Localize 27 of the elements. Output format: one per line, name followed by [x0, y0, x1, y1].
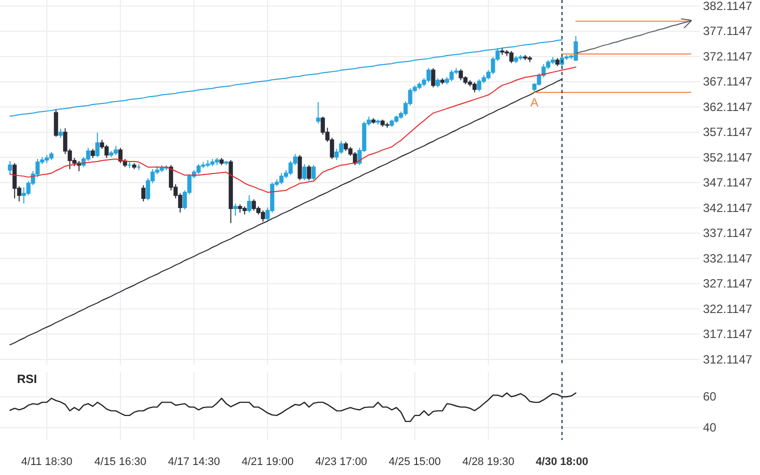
x-tick-label: 4/30 18:00 — [536, 456, 588, 468]
x-tick-label: 4/15 16:30 — [94, 456, 146, 468]
y-tick-label: 372.1147 — [703, 49, 752, 64]
y-tick-label: 352.1147 — [703, 150, 752, 164]
y-tick-label: 327.1147 — [703, 276, 752, 291]
x-tick-label: 4/11 18:30 — [21, 456, 72, 468]
chart-title: RSI — [17, 372, 38, 386]
y-tick-label: 382.1147 — [703, 0, 752, 13]
y-tick-label: 317.1147 — [703, 327, 752, 342]
x-tick-label: 4/25 15:00 — [388, 456, 441, 468]
y-tick-label: 60 — [703, 390, 717, 404]
x-tick-label: 4/21 19:00 — [242, 456, 294, 468]
x-tick-label: 4/23 17:00 — [315, 456, 368, 468]
y-tick-label: 342.1147 — [703, 200, 752, 215]
x-tick-label: 4/28 19:30 — [462, 456, 514, 468]
y-tick-label: 347.1147 — [703, 176, 752, 190]
y-tick-label: 337.1147 — [703, 226, 752, 240]
y-tick-label: 40 — [703, 420, 717, 435]
y-tick-label: 362.1147 — [703, 100, 752, 114]
y-tick-label: 312.1147 — [703, 352, 752, 366]
annotation: A — [530, 95, 538, 110]
x-tick-label: 4/17 14:30 — [168, 456, 220, 468]
y-tick-label: 377.1147 — [703, 24, 752, 38]
y-tick-label: 367.1147 — [703, 74, 752, 89]
y-tick-label: 357.1147 — [703, 125, 752, 140]
y-tick-label: 332.1147 — [703, 251, 752, 266]
y-tick-label: 322.1147 — [703, 302, 752, 316]
